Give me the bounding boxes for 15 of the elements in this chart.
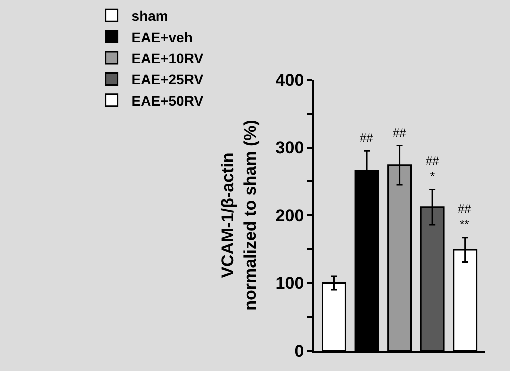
legend-label: EAE+10RV [132,50,204,66]
y-tick-label: 100 [276,274,304,294]
data-label: ## * [426,154,440,184]
data-label: ## [360,131,374,145]
data-label: ## [393,126,407,140]
y-tick-label: 0 [294,342,304,361]
legend-label: EAE+25RV [132,72,204,88]
legend-label: EAE+veh [132,29,193,46]
y-tick-label: 300 [276,138,304,158]
y-tick-label: 200 [276,206,304,226]
legend-label: sham [132,8,168,24]
data-label: ## ** [458,202,472,232]
legend-label: EAE+50RV [132,92,204,109]
y-axis-title: VCAM-1/β-actin normalized to sham (%) [218,120,260,311]
y-tick-label: 400 [276,70,304,90]
